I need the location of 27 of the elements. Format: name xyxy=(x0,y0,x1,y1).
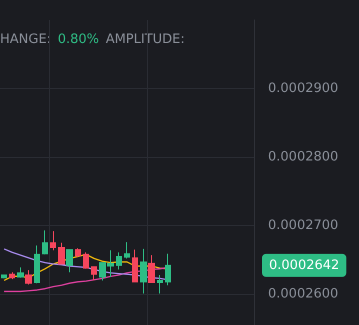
candlestick xyxy=(132,249,138,282)
candlestick xyxy=(91,266,97,281)
annotation: HANGE: xyxy=(0,32,52,47)
candlestick xyxy=(116,252,122,270)
candlestick xyxy=(66,249,73,273)
candlestick xyxy=(157,274,163,294)
y-tick-label: 0.0002800 xyxy=(268,150,338,165)
text: 0.0002642 xyxy=(269,258,340,273)
candlestick xyxy=(148,254,155,284)
candlestick xyxy=(9,272,15,280)
candlestick xyxy=(42,230,48,255)
candlestick xyxy=(25,270,32,286)
candlestick xyxy=(34,244,40,284)
candlestick xyxy=(1,274,7,279)
candlestick xyxy=(165,253,171,286)
candlestick xyxy=(124,242,130,260)
annotation: AMPLITUDE: xyxy=(106,32,185,47)
y-tick-label: 0.0002600 xyxy=(268,286,338,302)
candlestick xyxy=(50,230,56,251)
y-tick-label: 0.0002700 xyxy=(268,218,338,234)
candlestick xyxy=(83,252,89,270)
candlestick xyxy=(58,242,65,264)
candlestick xyxy=(75,248,81,258)
y-tick-label: 0.0002900 xyxy=(268,81,338,96)
candlestick xyxy=(17,266,24,278)
candlestick xyxy=(140,248,147,294)
annotation: 0.80% xyxy=(58,32,100,47)
